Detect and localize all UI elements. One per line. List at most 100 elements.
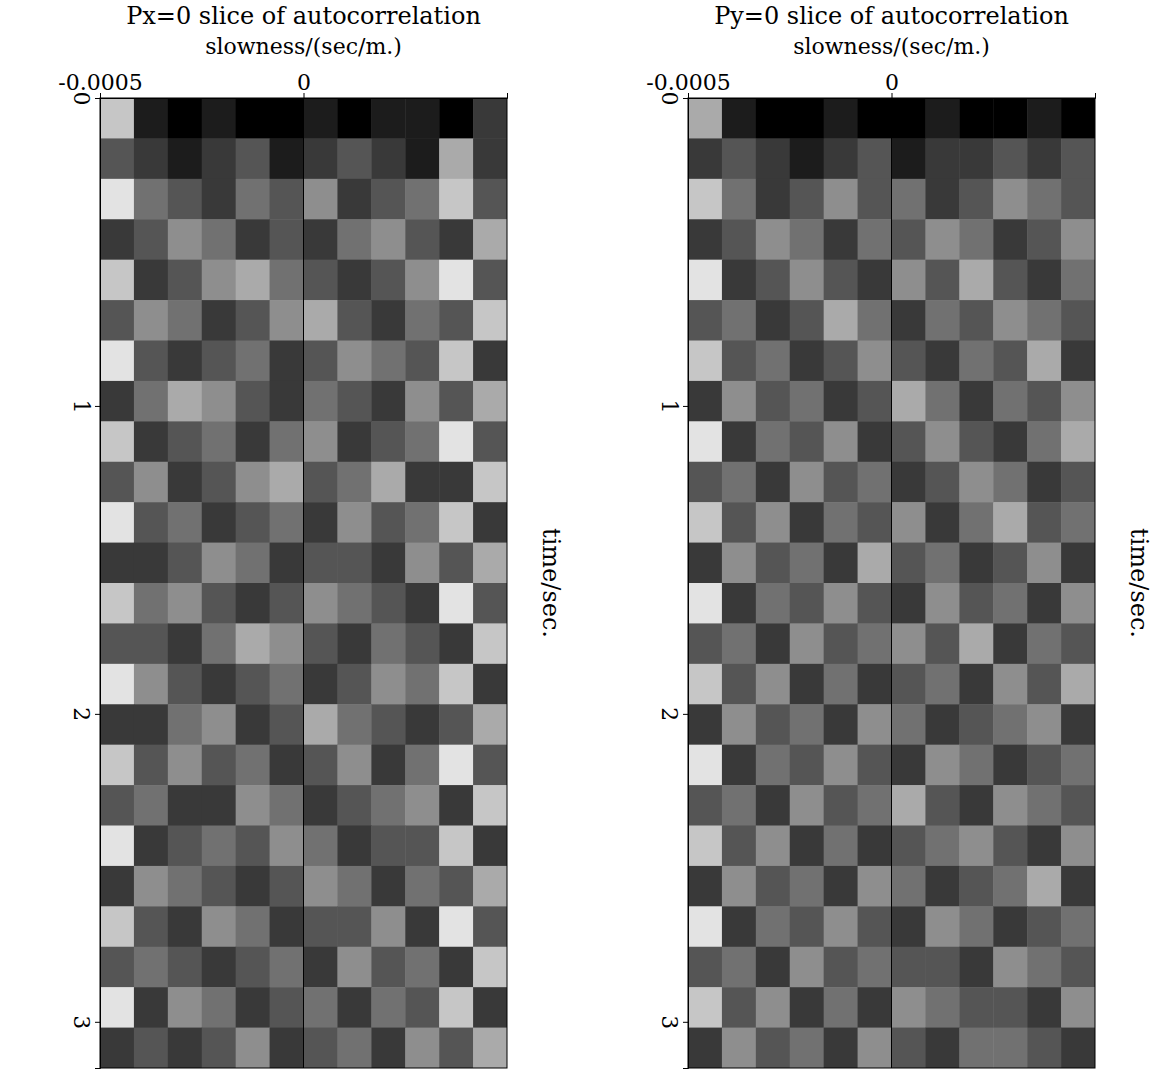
cell <box>722 745 756 786</box>
cell <box>1061 381 1095 422</box>
cell <box>371 462 405 503</box>
cell <box>722 260 756 301</box>
tick-label: 0 <box>69 92 94 106</box>
cell <box>202 826 236 867</box>
cell <box>371 421 405 462</box>
cell <box>858 179 892 220</box>
cell <box>790 381 824 422</box>
cell <box>134 583 168 624</box>
cell <box>1061 623 1095 664</box>
cell <box>790 138 824 179</box>
cell <box>892 98 926 139</box>
cell <box>439 987 473 1028</box>
cell <box>993 421 1027 462</box>
y-axis: 0123 <box>657 92 689 1069</box>
cell <box>824 502 858 543</box>
cell <box>722 826 756 867</box>
cell <box>371 906 405 947</box>
cell <box>236 462 270 503</box>
cell <box>790 219 824 260</box>
cell <box>993 623 1027 664</box>
cell <box>100 947 134 988</box>
cell <box>790 866 824 907</box>
tick-mark <box>95 406 100 407</box>
x-axis-title: slowness/(sec/m.) <box>205 34 402 59</box>
cell <box>722 664 756 705</box>
cell <box>858 138 892 179</box>
cell <box>168 179 202 220</box>
cell <box>270 987 304 1028</box>
cell <box>337 300 371 341</box>
cell <box>959 623 993 664</box>
cell <box>473 947 507 988</box>
cell <box>959 300 993 341</box>
cell <box>473 260 507 301</box>
cell <box>473 664 507 705</box>
cell <box>892 704 926 745</box>
cell <box>790 623 824 664</box>
cell <box>202 1028 236 1068</box>
cell <box>959 1028 993 1068</box>
cell <box>304 421 338 462</box>
cell <box>134 219 168 260</box>
y-axis-title: time/sec. <box>537 528 565 638</box>
cell <box>134 98 168 139</box>
cell <box>858 543 892 584</box>
cell <box>1061 785 1095 826</box>
cell <box>168 987 202 1028</box>
x-axis: -0.00050 <box>646 70 1095 99</box>
tick: 3 <box>69 1015 100 1029</box>
cell <box>405 785 439 826</box>
cell <box>1027 98 1061 139</box>
cell <box>270 543 304 584</box>
cell <box>925 664 959 705</box>
tick: 0 <box>885 70 899 98</box>
cell <box>858 866 892 907</box>
cell <box>722 623 756 664</box>
cell <box>858 98 892 139</box>
cell <box>371 502 405 543</box>
cell <box>790 745 824 786</box>
cell <box>371 987 405 1028</box>
cell <box>100 826 134 867</box>
cell <box>892 785 926 826</box>
cell <box>405 745 439 786</box>
cell <box>858 745 892 786</box>
cell <box>790 260 824 301</box>
cell <box>304 179 338 220</box>
cell <box>371 260 405 301</box>
cell <box>1027 260 1061 301</box>
tick-mark <box>95 1022 100 1023</box>
cell <box>304 785 338 826</box>
plot-frame <box>688 98 1095 1068</box>
cell <box>1061 704 1095 745</box>
cell <box>959 543 993 584</box>
cell <box>337 179 371 220</box>
cell <box>824 987 858 1028</box>
cell <box>756 381 790 422</box>
cell <box>473 381 507 422</box>
tick-label: 2 <box>69 707 94 721</box>
cell <box>304 906 338 947</box>
cell <box>722 906 756 947</box>
cell <box>1027 947 1061 988</box>
cell <box>688 704 722 745</box>
cell <box>925 704 959 745</box>
cell <box>688 502 722 543</box>
cell <box>824 745 858 786</box>
cell <box>270 866 304 907</box>
cell <box>1061 947 1095 988</box>
cell <box>439 866 473 907</box>
cell <box>270 664 304 705</box>
cell <box>168 502 202 543</box>
cell <box>993 138 1027 179</box>
cell <box>304 826 338 867</box>
cell <box>756 502 790 543</box>
cell <box>892 906 926 947</box>
panel: -0.000500123Px=0 slice of autocorrelatio… <box>58 2 565 1069</box>
cell <box>439 623 473 664</box>
cell <box>236 341 270 382</box>
cell <box>202 987 236 1028</box>
cell <box>858 462 892 503</box>
cell <box>959 381 993 422</box>
